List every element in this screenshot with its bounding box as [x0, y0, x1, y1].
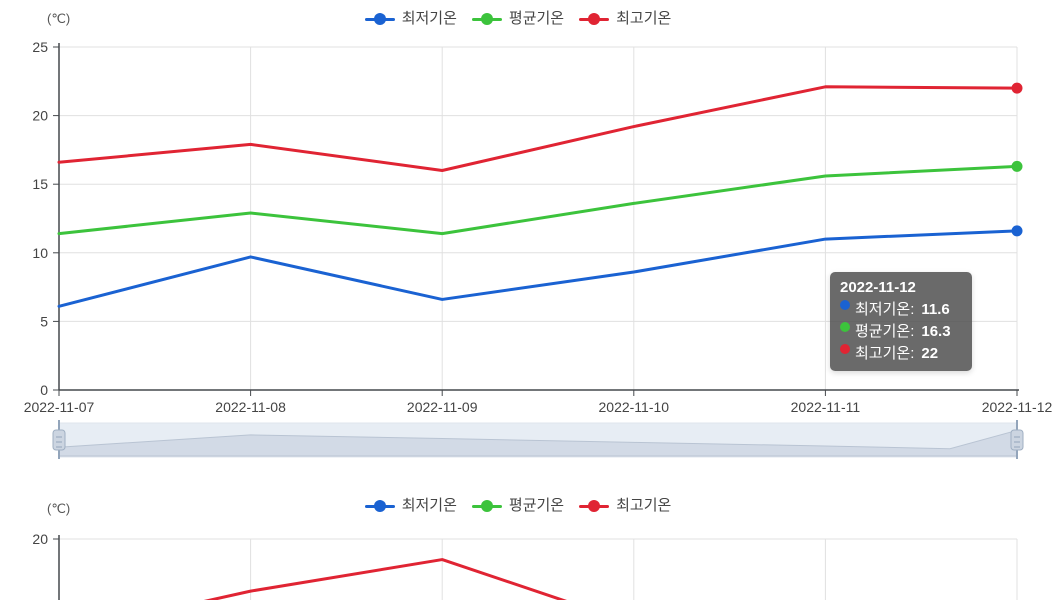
y-axis-tick-label: 0: [40, 382, 48, 398]
series-line-max: [203, 558, 568, 600]
y-axis-tick-label: 15: [32, 176, 48, 192]
datazoom-handle-right[interactable]: [1010, 429, 1024, 451]
datazoom-handle-left[interactable]: [52, 429, 66, 451]
tooltip-series-value-max: 22: [921, 345, 939, 362]
tooltip-date: 2022-11-12: [840, 279, 916, 296]
legend-label-avg: 평균기온: [508, 10, 565, 27]
legend-marker-max-icon: [579, 13, 610, 25]
legend-marker-min-icon: [364, 13, 395, 25]
legend-item-min[interactable]: 최저기온: [364, 497, 457, 515]
series-endpoint-dot-avg: [1011, 160, 1023, 172]
legend-label-min: 최저기온: [401, 497, 457, 514]
legend-marker-avg-icon: [471, 500, 502, 512]
series-endpoint-dot-max: [1011, 82, 1023, 94]
legend-marker-max-icon: [579, 500, 610, 512]
legend-label-max: 최고기온: [616, 497, 672, 514]
y-axis-tick-label: 25: [32, 39, 48, 55]
tooltip-series-label-avg: 평균기온:: [855, 323, 915, 340]
legend-item-avg[interactable]: 평균기온: [471, 10, 565, 28]
y-axis-tick-label: 20: [32, 531, 48, 547]
legend-marker-min-icon: [364, 500, 395, 512]
x-axis-tick-label: 2022-11-08: [215, 399, 286, 415]
legend-chart-1: 최저기온 평균기온 최고기온: [0, 10, 1036, 28]
x-axis-tick-label: 2022-11-10: [599, 399, 670, 415]
x-axis-tick-label: 2022-11-07: [24, 399, 95, 415]
legend-chart-2: 최저기온 평균기온 최고기온: [0, 497, 1036, 515]
x-axis-tick-label: 2022-11-12: [982, 399, 1053, 415]
legend-item-max[interactable]: 최고기온: [579, 497, 671, 515]
y-axis-tick-label: 10: [32, 245, 48, 261]
legend-marker-avg-icon: [471, 13, 502, 25]
y-axis-unit-label-chart-2: (℃): [47, 501, 71, 516]
legend-item-avg[interactable]: 평균기온: [471, 497, 565, 515]
y-axis-unit-label-chart-1: (℃): [47, 11, 71, 26]
tooltip-row-min: 최저기온: 11.6: [840, 300, 962, 318]
series-dot-min-icon: [840, 300, 850, 310]
tooltip-series-value-min: 11.6: [921, 301, 950, 318]
y-axis-tick-label: 5: [40, 313, 48, 329]
series-dot-avg-icon: [840, 322, 850, 332]
series-line-min: [57, 229, 1019, 308]
tooltip-series-label-max: 최고기온:: [855, 345, 915, 362]
legend-item-min[interactable]: 최저기온: [364, 10, 457, 28]
tooltip-row-max: 최고기온: 22: [840, 344, 962, 362]
y-axis-tick-label: 20: [32, 108, 48, 124]
series-dot-max-icon: [840, 344, 850, 354]
legend-label-avg: 평균기온: [508, 497, 565, 514]
legend-label-max: 최고기온: [616, 10, 672, 27]
legend-label-min: 최저기온: [401, 10, 457, 27]
tooltip-series-label-min: 최저기온:: [855, 301, 915, 318]
series-line-max: [57, 85, 1019, 172]
x-axis-tick-label: 2022-11-11: [791, 399, 861, 415]
series-endpoint-dot-min: [1011, 225, 1023, 237]
tooltip-series-value-avg: 16.3: [921, 323, 951, 340]
legend-item-max[interactable]: 최고기온: [579, 10, 671, 28]
series-line-avg: [57, 164, 1019, 236]
tooltip-row-avg: 평균기온: 16.3: [840, 322, 962, 340]
tooltip: 2022-11-12 최저기온: 11.6 평균기온: 16.3 최고기온: 2…: [830, 272, 972, 371]
x-axis-tick-label: 2022-11-09: [407, 399, 478, 415]
